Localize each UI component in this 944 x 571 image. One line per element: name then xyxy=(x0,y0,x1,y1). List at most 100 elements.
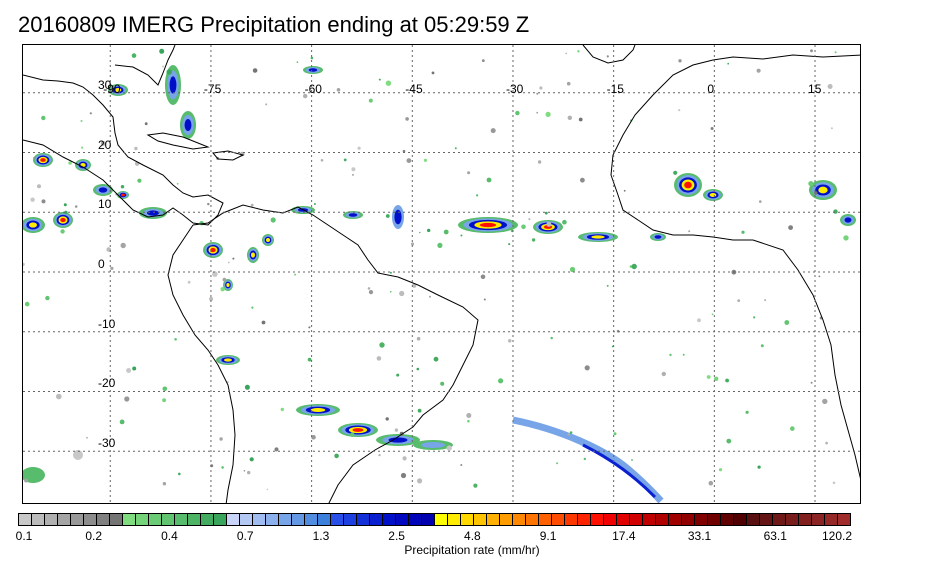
precip-dot xyxy=(137,178,142,183)
precip-dot xyxy=(402,456,407,461)
colorbar-tick-label: 2.5 xyxy=(388,529,405,543)
precip-dot xyxy=(280,407,284,412)
colorbar-segment xyxy=(240,514,253,525)
colorbar-segment xyxy=(760,514,773,525)
precipitation-map xyxy=(23,45,860,503)
precip-dot xyxy=(378,78,381,81)
precip-dot xyxy=(124,396,130,402)
precip-dot xyxy=(760,344,764,348)
precip-dot xyxy=(368,290,374,295)
precip-dot xyxy=(580,177,585,183)
colorbar-tick-label: 33.1 xyxy=(687,529,712,543)
precip-dot xyxy=(556,462,559,465)
precip-dot xyxy=(623,189,626,192)
precip-dot xyxy=(631,459,633,461)
colorbar-segment xyxy=(32,514,45,525)
precip-dot xyxy=(825,441,828,445)
precip-dot xyxy=(320,159,324,162)
precip-cell xyxy=(479,222,497,228)
precip-dot xyxy=(460,464,463,466)
colorbar-tick-label: 0.4 xyxy=(161,529,178,543)
precip-dot xyxy=(126,368,132,373)
precip-dot xyxy=(247,470,251,475)
lon-label: 0 xyxy=(707,82,715,96)
precip-dot xyxy=(243,470,246,472)
lon-label: -60 xyxy=(304,82,322,96)
precip-dot xyxy=(63,203,67,207)
colorbar-segment xyxy=(708,514,721,525)
precip-dot xyxy=(412,283,417,288)
precip-dot xyxy=(60,229,65,234)
colorbar xyxy=(18,513,851,526)
precip-dot xyxy=(454,147,457,150)
precip-dot xyxy=(221,466,224,469)
precip-dot xyxy=(756,68,761,73)
precip-dot xyxy=(416,367,420,371)
lon-label: -15 xyxy=(606,82,624,96)
lat-label: 20 xyxy=(98,137,112,152)
precip-dot xyxy=(697,318,701,323)
lat-label: -10 xyxy=(98,316,116,331)
precip-dot xyxy=(437,242,443,248)
colorbar-segment xyxy=(565,514,578,525)
precip-cell xyxy=(60,217,66,223)
precip-dot xyxy=(24,301,30,307)
coastlines xyxy=(23,45,860,503)
precip-dot xyxy=(261,320,266,325)
precip-dot xyxy=(726,438,732,444)
precip-dot xyxy=(531,238,536,242)
precip-dot xyxy=(584,365,590,371)
precip-dot xyxy=(539,86,543,90)
precip-dot xyxy=(483,298,486,301)
precip-dot xyxy=(220,287,225,292)
precip-dot xyxy=(566,81,571,86)
coastline-cuba xyxy=(146,132,210,150)
precip-dot xyxy=(727,62,730,65)
precip-dot xyxy=(708,480,714,486)
precip-dot xyxy=(64,210,68,215)
colorbar-segment xyxy=(734,514,747,525)
page-title: 20160809 IMERG Precipitation ending at 0… xyxy=(18,12,530,37)
precip-dot xyxy=(352,174,354,176)
precip-dot xyxy=(120,185,125,189)
precip-dot xyxy=(834,51,837,54)
precip-dot xyxy=(741,230,745,234)
precip-cell xyxy=(98,187,108,193)
colorbar-segment xyxy=(58,514,71,525)
precip-dot xyxy=(250,203,254,207)
precip-dot xyxy=(357,146,361,150)
precip-cell xyxy=(73,450,83,460)
precip-cell xyxy=(210,247,216,253)
precip-dot xyxy=(416,336,421,341)
colorbar-segment xyxy=(110,514,123,525)
colorbar-tick-label: 0.2 xyxy=(85,529,103,543)
colorbar-tick-label: 9.1 xyxy=(539,529,557,543)
precip-dot xyxy=(303,93,308,99)
precip-dot xyxy=(467,419,470,423)
lon-label: -90 xyxy=(103,82,121,96)
colorbar-segment xyxy=(84,514,97,525)
precip-dot xyxy=(759,200,762,203)
precip-cell xyxy=(684,181,692,189)
lon-label: -75 xyxy=(203,82,222,96)
precip-dot xyxy=(296,61,299,63)
coastline-south-america-west xyxy=(167,224,236,503)
precip-dot xyxy=(818,275,821,278)
precip-dot xyxy=(368,98,373,103)
colorbar-segment xyxy=(500,514,513,525)
colorbar-segment xyxy=(747,514,760,525)
precip-dot xyxy=(187,280,191,284)
colorbar-segment xyxy=(71,514,84,525)
precip-dot xyxy=(174,338,177,341)
precip-dot xyxy=(232,257,235,260)
precip-dot xyxy=(606,55,609,58)
colorbar-segment xyxy=(227,514,240,525)
precip-dot xyxy=(661,371,666,377)
precip-dot xyxy=(711,313,714,316)
precip-dot xyxy=(74,205,78,208)
precip-dot xyxy=(41,199,46,204)
precip-dot xyxy=(266,488,269,491)
precip-dot xyxy=(227,261,230,264)
precip-dot xyxy=(569,431,573,434)
precip-dot xyxy=(336,88,341,92)
